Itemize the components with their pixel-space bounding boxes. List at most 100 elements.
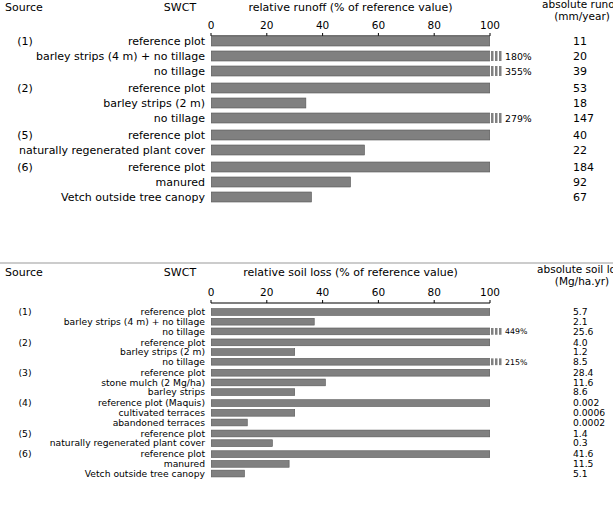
- break-symbol: [491, 358, 502, 365]
- bar: [211, 379, 325, 386]
- bar: [211, 409, 295, 416]
- bar: [211, 328, 490, 335]
- source-header: Source: [5, 1, 43, 14]
- bar: [211, 369, 490, 376]
- source-header: Source: [5, 266, 43, 279]
- category-label: naturally regenerated plant cover: [50, 437, 205, 448]
- bar: [211, 349, 295, 356]
- source-label: (1): [18, 306, 31, 317]
- bar: [211, 51, 490, 61]
- source-label: (5): [17, 129, 33, 142]
- source-label: (4): [18, 397, 31, 408]
- source-label: (6): [17, 161, 33, 174]
- tick-label: 20: [260, 19, 273, 31]
- break-piece: [495, 51, 498, 61]
- absolute-value: 0.3: [573, 437, 588, 448]
- bar: [211, 130, 490, 140]
- category-label: naturally regenerated plant cover: [19, 144, 205, 157]
- chart: SourceSWCTrelative runoff (% of referenc…: [5, 0, 613, 204]
- source-label: (6): [18, 448, 31, 459]
- axis-line: [211, 303, 490, 304]
- chart: Source SWCT relative soil loss (% of refer…: [5, 263, 613, 479]
- bar: [211, 389, 295, 396]
- tick-label: 100: [480, 286, 500, 298]
- bar: [211, 162, 490, 172]
- labels: (1)reference plot5.7barley strips (4 m) …: [18, 306, 605, 479]
- bar: [211, 460, 289, 467]
- tick-label: 80: [428, 286, 441, 298]
- tick-label: 40: [316, 19, 329, 31]
- tick-label: 40: [316, 286, 329, 298]
- category-label: reference plot: [128, 161, 206, 174]
- axis-title: relative runoff (% of reference value): [249, 1, 453, 14]
- absolute-header: (mm/year): [554, 10, 610, 22]
- source-label: (2): [17, 82, 33, 95]
- break-symbol: [491, 51, 502, 61]
- bar: [211, 358, 490, 365]
- absolute-value: 40: [573, 129, 587, 142]
- value-label: 180%: [505, 51, 532, 62]
- break-symbol: [491, 328, 502, 335]
- category-label: barley strips (2 m): [103, 97, 205, 110]
- value-label: 449%: [505, 327, 527, 336]
- break-piece: [499, 328, 502, 335]
- tick-label: 60: [372, 286, 385, 298]
- category-label: no tillage: [162, 326, 205, 337]
- absolute-value: 8.5: [573, 356, 588, 367]
- bar: [211, 309, 490, 316]
- tick-label: 20: [260, 286, 273, 298]
- break-piece: [491, 328, 494, 335]
- bar: [211, 113, 490, 123]
- break-piece: [491, 51, 494, 61]
- bar: [211, 192, 311, 202]
- figure: Source SWCT relative runoff (% of referenc…: [0, 0, 613, 530]
- bars: [211, 309, 490, 477]
- break-piece: [495, 66, 498, 76]
- tick-label: 100: [480, 19, 500, 31]
- category-label: Vetch outside tree canopy: [61, 191, 205, 204]
- value-label: 215%: [505, 358, 527, 367]
- category-label: reference plot: [128, 82, 206, 95]
- bar: [211, 419, 247, 426]
- category-label: abandoned terraces: [113, 417, 206, 428]
- category-label: reference plot: [128, 129, 206, 142]
- axis-title: relative soil loss (% of reference value…: [243, 266, 458, 279]
- source-label: (1): [17, 35, 33, 48]
- absolute-value: 25.6: [573, 326, 594, 337]
- absolute-value: 22: [573, 144, 587, 157]
- bar: [211, 470, 244, 477]
- value-label: 279%: [505, 113, 532, 124]
- absolute-header: absolute runoff: [542, 0, 613, 10]
- absolute-value: 11: [573, 35, 587, 48]
- break-piece: [499, 113, 502, 123]
- absolute-value: 184: [573, 161, 594, 174]
- background: [0, 0, 613, 530]
- category-label: barley strips: [148, 386, 205, 397]
- bar: [211, 177, 351, 187]
- tick-label: 0: [208, 19, 215, 31]
- absolute-value: 39: [573, 65, 587, 78]
- tick-label: 80: [428, 19, 441, 31]
- break-piece: [495, 113, 498, 123]
- bars: [211, 36, 490, 202]
- bar: [211, 339, 490, 346]
- break-piece: [495, 358, 498, 365]
- bar: [211, 451, 490, 458]
- category-label: no tillage: [154, 65, 205, 78]
- category-header: SWCT: [164, 266, 197, 279]
- bar: [211, 83, 490, 93]
- absolute-value: 67: [573, 191, 587, 204]
- break-piece: [495, 328, 498, 335]
- category-label: no tillage: [162, 356, 205, 367]
- tick-label: 0: [208, 286, 215, 298]
- absolute-value: 18: [573, 97, 587, 110]
- tick-label: 60: [372, 19, 385, 31]
- separator: [0, 263, 613, 264]
- bar: [211, 440, 272, 447]
- break-symbol: [491, 66, 502, 76]
- bar: [211, 36, 490, 46]
- category-label: no tillage: [154, 112, 205, 125]
- break-piece: [499, 358, 502, 365]
- category-label: barley strips (4 m) + no tillage: [36, 50, 205, 63]
- category-label: manured: [156, 176, 205, 189]
